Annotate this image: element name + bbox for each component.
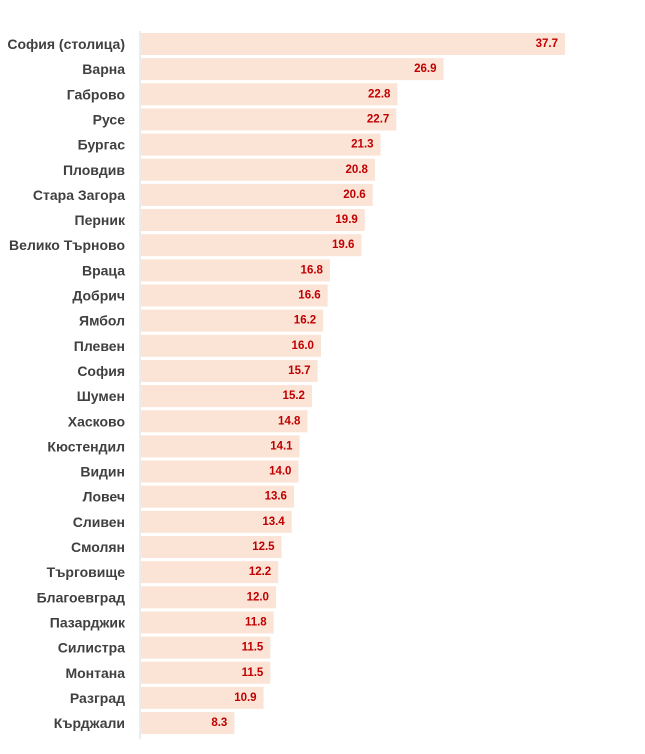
value-label: 19.9: [335, 214, 357, 226]
value-label: 14.1: [270, 440, 293, 452]
category-label: Велико Търново: [9, 237, 125, 253]
value-label: 22.7: [367, 113, 389, 125]
value-label: 37.7: [536, 38, 558, 50]
value-label: 15.7: [288, 365, 310, 377]
bar: [141, 460, 299, 483]
bar: [141, 309, 324, 332]
category-label: Стара Загора: [33, 187, 125, 203]
bar: [141, 334, 321, 357]
bars-group: [141, 33, 565, 735]
value-label: 26.9: [414, 63, 436, 75]
bar: [141, 485, 294, 508]
category-label: Смолян: [71, 539, 125, 555]
value-label: 11.8: [245, 616, 267, 628]
bar: [141, 686, 264, 709]
category-label: Търговище: [47, 564, 126, 580]
value-label: 15.2: [283, 390, 305, 402]
bar: [141, 661, 271, 684]
value-label: 16.2: [294, 315, 316, 327]
category-label: Плевен: [74, 338, 125, 354]
bar: [141, 561, 279, 584]
bar: [141, 58, 444, 81]
bar: [141, 410, 308, 433]
value-label: 10.9: [234, 692, 256, 704]
bar: [141, 209, 365, 232]
bar: [141, 158, 375, 181]
value-label: 13.6: [265, 491, 287, 503]
category-label: Бургас: [78, 137, 126, 153]
category-label: Монтана: [65, 665, 125, 681]
bar: [141, 83, 398, 106]
value-label: 13.4: [262, 516, 285, 528]
value-label: 12.2: [249, 566, 271, 578]
value-labels-group: 37.7 26.9 22.8 22.7 21.3 20.8 20.6 19.9 19.6 16.8…: [211, 38, 558, 729]
category-label: Видин: [80, 464, 125, 480]
value-label: 14.0: [269, 466, 291, 478]
value-label: 8.3: [211, 717, 227, 729]
value-label: 16.8: [301, 264, 324, 276]
category-label: Благоевград: [37, 589, 126, 605]
category-label: София: [77, 363, 125, 379]
category-label: Перник: [75, 212, 126, 228]
category-label: Ямбол: [79, 313, 125, 329]
bar: [141, 359, 318, 382]
bar: [141, 712, 235, 735]
category-label: София (столица): [7, 36, 125, 52]
value-label: 22.8: [368, 88, 391, 100]
bar: [141, 611, 274, 634]
category-label: Кюстендил: [47, 438, 125, 454]
category-label: Русе: [93, 111, 126, 127]
category-label: Разград: [70, 690, 125, 706]
bar: [141, 385, 312, 408]
bar: [141, 183, 373, 206]
category-label: Пловдив: [63, 162, 125, 178]
category-label: Варна: [82, 61, 125, 77]
bar: [141, 636, 271, 659]
value-label: 12.0: [247, 591, 269, 603]
bar: [141, 259, 330, 282]
bar: [141, 536, 282, 558]
category-label: Хасково: [68, 413, 125, 429]
bar: [141, 510, 292, 533]
bar: [141, 586, 276, 609]
value-label: 11.5: [242, 667, 264, 679]
bar: [141, 234, 362, 257]
bar: [141, 33, 565, 55]
value-label: 12.5: [252, 541, 275, 553]
category-label: Враца: [82, 262, 125, 278]
bar: [141, 435, 300, 458]
value-label: 19.6: [332, 239, 354, 251]
value-label: 14.8: [278, 415, 301, 427]
value-label: 20.8: [346, 164, 369, 176]
value-label: 21.3: [351, 139, 373, 151]
category-label: Шумен: [77, 388, 125, 404]
category-label: Пазарджик: [50, 614, 126, 630]
category-label: Добрич: [72, 288, 125, 304]
value-label: 11.5: [242, 642, 264, 654]
value-label: 16.6: [298, 290, 320, 302]
category-label: Сливен: [73, 514, 125, 530]
category-label: Кърджали: [54, 715, 125, 731]
category-labels-group: София (столица) Варна Габрово Русе Бургас Пло…: [7, 36, 126, 731]
category-label: Ловеч: [83, 489, 125, 505]
category-label: Габрово: [67, 86, 125, 102]
bar: [141, 133, 381, 156]
value-label: 16.0: [292, 340, 314, 352]
bar: [141, 284, 328, 307]
category-label: Силистра: [58, 640, 125, 656]
value-label: 20.6: [343, 189, 365, 201]
bar: [141, 108, 397, 131]
